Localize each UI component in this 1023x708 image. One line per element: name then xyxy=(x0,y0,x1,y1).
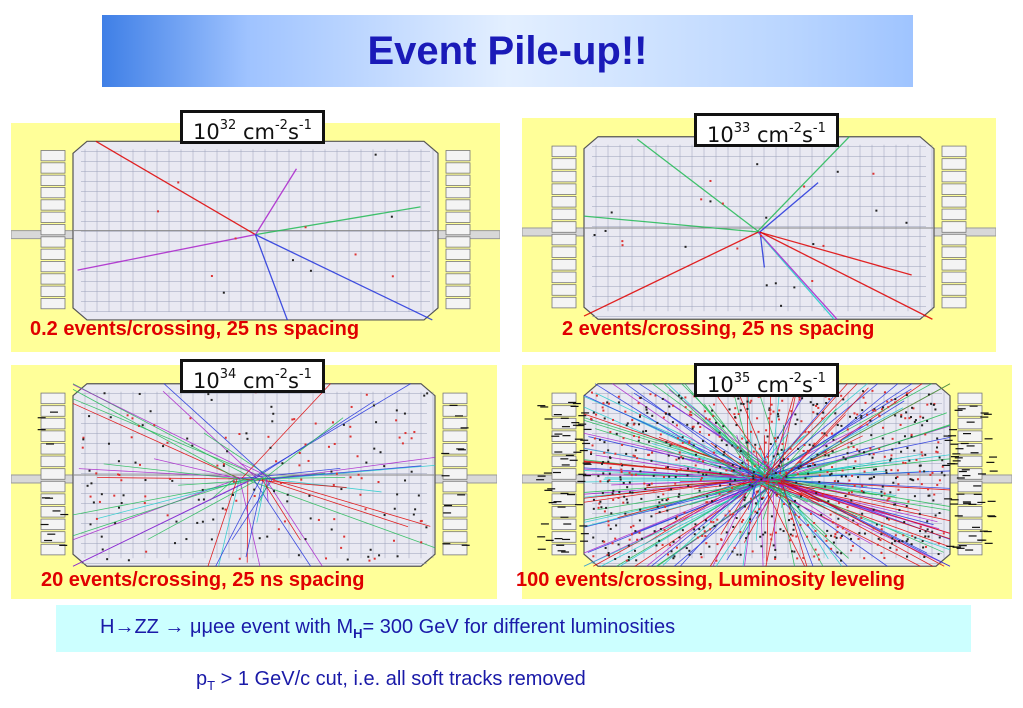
hits xyxy=(593,163,908,307)
detector-barrel xyxy=(583,136,935,320)
endcap xyxy=(551,392,577,556)
tracks xyxy=(72,383,436,567)
caption-2: 2 events/crossing, 25 ns spacing xyxy=(562,318,875,340)
caption-4: 100 events/crossing, Luminosity leveling xyxy=(516,569,906,591)
event-display-panel-4 xyxy=(522,365,1012,599)
event-display-3 xyxy=(11,383,497,567)
event-display-panel-3 xyxy=(11,365,497,599)
event-display-1 xyxy=(11,140,500,321)
hits xyxy=(156,153,394,294)
note-bar: H→ZZ → μμee event with MH= 300 GeV for d… xyxy=(56,605,971,652)
endcap xyxy=(445,150,471,310)
note-text: H→ZZ → μμee event with MH= 300 GeV for d… xyxy=(100,616,676,641)
event-display-panel-1 xyxy=(11,123,500,352)
title-bar: Event Pile-up!! xyxy=(102,15,913,87)
footer-text: pT > 1 GeV/c cut, i.e. all soft tracks r… xyxy=(196,668,586,693)
endcap xyxy=(941,145,967,309)
endcap xyxy=(40,150,66,310)
event-display-4 xyxy=(522,383,1012,567)
caption-1: 0.2 events/crossing, 25 ns spacing xyxy=(30,318,360,340)
tracks xyxy=(583,136,933,320)
detector-barrel xyxy=(72,140,439,321)
event-display-panel-2 xyxy=(522,118,996,352)
slide-title: Event Pile-up!! xyxy=(367,29,648,73)
endcap xyxy=(40,392,66,556)
endcap xyxy=(551,145,577,309)
luminosity-label-1: 1032 cm-2s-1 xyxy=(180,110,325,144)
tracks xyxy=(77,140,433,321)
caption-3: 20 events/crossing, 25 ns spacing xyxy=(41,569,365,591)
endcap xyxy=(442,392,468,556)
hits xyxy=(37,391,470,562)
luminosity-label-4: 1035 cm-2s-1 xyxy=(694,363,839,397)
luminosity-label-2: 1033 cm-2s-1 xyxy=(694,113,839,147)
event-display-2 xyxy=(522,136,996,320)
luminosity-label-3: 1034 cm-2s-1 xyxy=(180,359,325,393)
